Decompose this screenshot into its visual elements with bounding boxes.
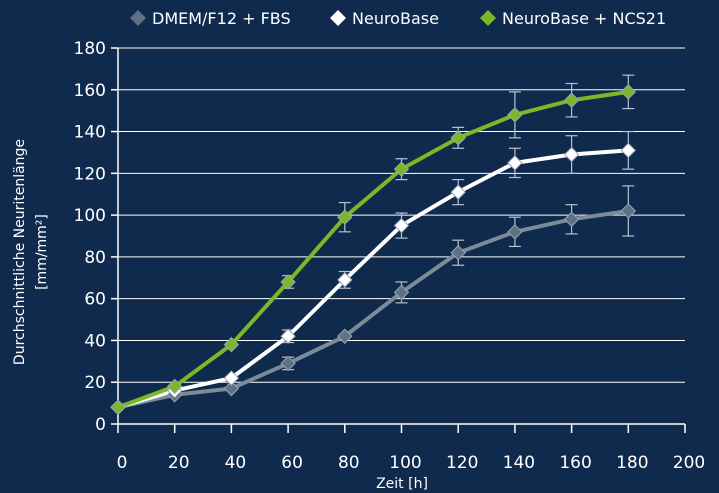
data-point (337, 272, 353, 288)
diamond-icon (130, 10, 146, 26)
data-point (620, 84, 637, 100)
data-point (223, 380, 240, 397)
x-tick-label: 20 (168, 453, 190, 473)
data-point (507, 107, 523, 123)
x-tick-label: 180 (616, 453, 648, 473)
legend-item: DMEM/F12 + FBS (130, 9, 291, 28)
y-tick-label: 40 (84, 331, 106, 351)
data-point (563, 146, 580, 163)
data-point (450, 245, 466, 261)
data-point (563, 211, 580, 227)
x-tick-label: 40 (225, 453, 247, 473)
data-point (620, 203, 637, 219)
data-point (450, 184, 466, 200)
y-axis-title-unit: [mm/mm²] (34, 214, 50, 290)
x-tick-label: 60 (281, 453, 303, 473)
data-point (110, 399, 126, 415)
y-axis-title: Durchschnittliche Neuritenlänge (12, 139, 28, 365)
data-point (620, 142, 637, 159)
data-point (450, 130, 466, 146)
x-tick-label: 160 (559, 453, 591, 473)
y-tick-label: 80 (84, 248, 106, 268)
x-tick-label: 120 (446, 453, 478, 473)
y-tick-label: 140 (74, 123, 106, 143)
legend: DMEM/F12 + FBS NeuroBase NeuroBase + NCS21 (130, 9, 666, 28)
y-tick-label: 100 (74, 206, 106, 226)
x-axis-title: Zeit [h] (376, 476, 428, 492)
x-tick-label: 200 (673, 453, 705, 473)
data-point (337, 328, 353, 344)
y-tick-label: 20 (84, 373, 106, 393)
data-point (223, 370, 240, 386)
y-tick-label: 120 (74, 164, 106, 184)
data-point (393, 161, 410, 177)
x-tick-label: 0 (117, 453, 128, 473)
x-tick-label: 100 (389, 453, 421, 473)
data-point (223, 336, 240, 353)
y-tick-label: 160 (74, 81, 106, 101)
legend-item: NeuroBase (330, 9, 439, 28)
legend-label: NeuroBase + NCS21 (502, 9, 666, 28)
legend-label: NeuroBase (352, 9, 439, 28)
data-point (337, 209, 353, 225)
series-line (116, 89, 631, 410)
data-point (280, 328, 296, 344)
diamond-icon (330, 10, 346, 26)
data-point (166, 378, 183, 395)
data-point (507, 155, 523, 171)
axes: 0 20 40 60 80 100 120 140 160 180 0 20 40 60 80 100 120 1… (74, 39, 706, 473)
data-point (507, 224, 523, 240)
series-line (116, 148, 631, 410)
y-tick-label: 0 (95, 415, 106, 435)
x-tick-label: 80 (338, 453, 360, 473)
error-bars (282, 74, 635, 371)
data-point (563, 92, 580, 108)
y-tick-label: 180 (74, 39, 106, 59)
legend-item: NeuroBase + NCS21 (480, 9, 666, 28)
series-line (116, 208, 631, 410)
x-tick-label: 140 (503, 453, 535, 473)
data-point (280, 274, 296, 290)
series-lines (116, 89, 631, 410)
data-points (110, 84, 637, 415)
data-point (280, 355, 296, 372)
legend-label: DMEM/F12 + FBS (152, 9, 291, 28)
data-point (393, 284, 410, 301)
diamond-icon (480, 10, 496, 26)
data-point (393, 217, 410, 234)
y-tick-label: 60 (84, 290, 106, 310)
